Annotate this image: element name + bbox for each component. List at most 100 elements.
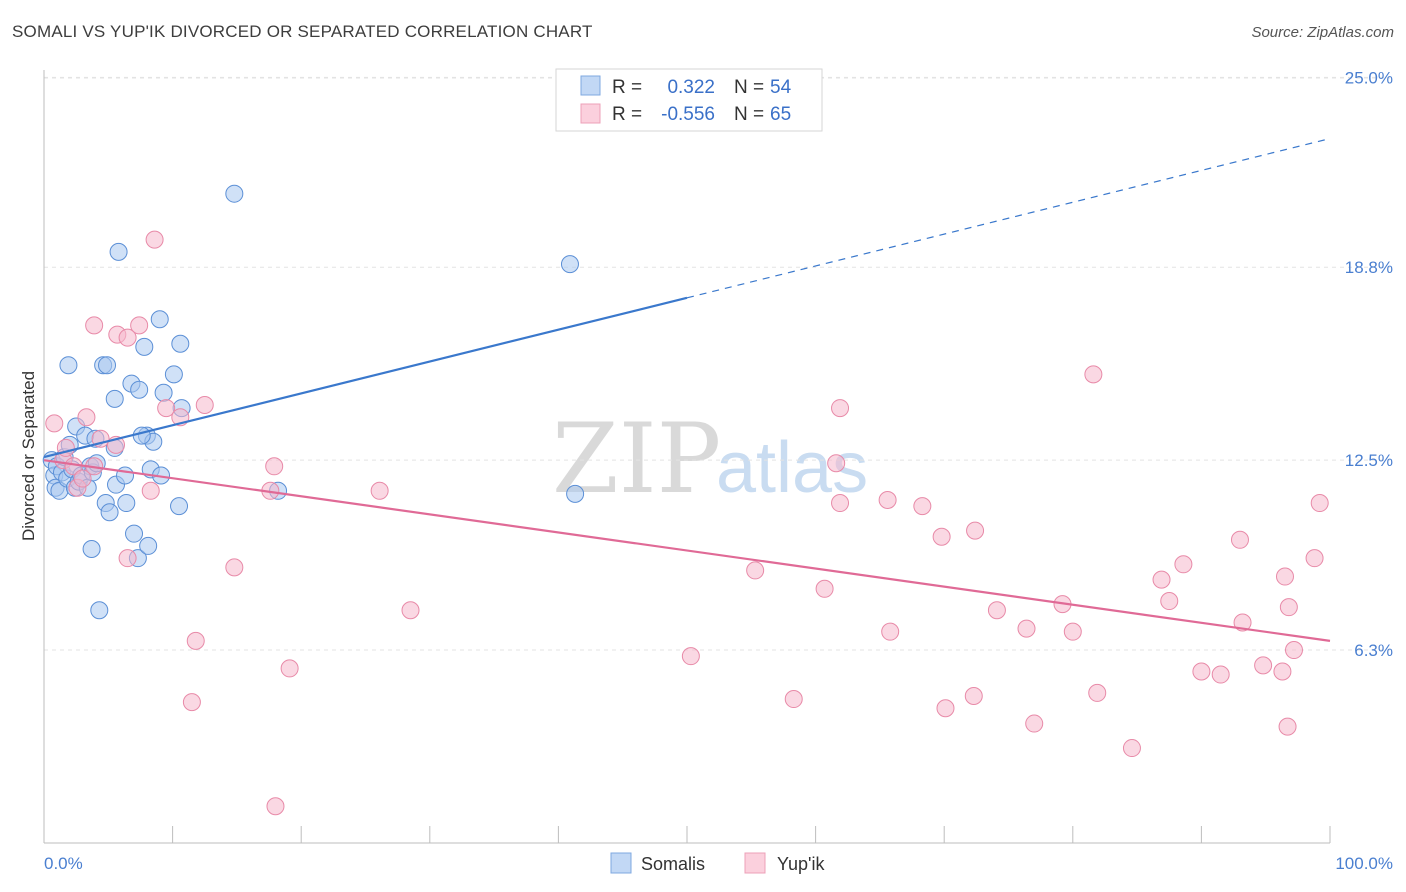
point-yupik-17 [195,396,214,415]
bottom-legend-swatch-yupik [744,852,766,874]
point-somalis-23 [105,389,124,408]
point-somalis-29 [154,383,173,402]
legend: R = 0.322 N = 54 R = -0.556 N = 65 [555,68,823,132]
legend-swatch-somalis [580,75,601,96]
legend-n-value-somalis: 54 [770,77,792,98]
point-yupik-32 [815,579,834,598]
y-tick-label-2: 18.8% [1345,258,1393,277]
point-yupik-51 [1152,570,1171,589]
legend-r-value-yupik: -0.556 [661,104,715,125]
legend-n-value-yupik: 65 [770,104,791,125]
trend-somalis-dashed [686,137,1331,299]
point-yupik-56 [1230,530,1249,549]
point-yupik-52 [1160,592,1179,611]
point-somalis-43 [150,310,169,329]
point-somalis-37 [82,539,101,558]
point-yupik-40 [936,699,955,718]
point-somalis-51 [116,466,135,485]
legend-r-label-yupik: R = [612,104,642,125]
legend-n-label-yupik: N = [734,104,764,125]
point-yupik-53 [1174,555,1193,574]
point-yupik-58 [1254,656,1273,675]
y-tick-label-0: 6.3% [1354,641,1393,660]
point-yupik-24 [265,457,284,476]
point-yupik-22 [141,481,160,500]
trend-lines [43,137,1331,642]
point-yupik-0 [45,414,64,433]
bottom-legend-swatch-somalis [610,852,632,874]
point-yupik-42 [966,521,985,540]
point-somalis-48 [566,484,585,503]
point-yupik-33 [827,454,846,473]
trend-somalis-solid [43,296,688,459]
x-tick-label-min: 0.0% [44,854,83,873]
point-somalis-34 [125,524,144,543]
point-yupik-49 [1088,683,1107,702]
point-somalis-45 [135,337,154,356]
y-tick-label-1: 12.5% [1345,451,1393,470]
point-yupik-19 [186,631,205,650]
point-yupik-50 [1122,739,1141,758]
point-yupik-45 [1025,714,1044,733]
bottom-legend-label-somalis: Somalis [641,854,705,874]
point-yupik-34 [831,494,850,513]
point-somalis-41 [171,334,190,353]
point-somalis-31 [100,503,119,522]
point-yupik-47 [1063,622,1082,641]
chart-title: SOMALI VS YUP'IK DIVORCED OR SEPARATED C… [12,22,593,41]
point-yupik-11 [85,316,104,335]
trend-yupik [43,459,1331,642]
point-yupik-13 [130,316,149,335]
point-yupik-12 [118,328,137,347]
point-yupik-65 [1275,567,1294,586]
point-yupik-31 [784,690,803,709]
point-somalis-22 [98,356,117,375]
series-yupik [45,230,1329,816]
point-somalis-20 [59,356,78,375]
point-yupik-18 [225,558,244,577]
point-somalis-49 [560,255,579,274]
chart-source: Source: ZipAtlas.com [1251,24,1394,41]
point-yupik-37 [881,622,900,641]
legend-r-label-somalis: R = [612,77,642,98]
point-yupik-15 [157,399,176,418]
point-yupik-20 [182,693,201,712]
point-yupik-26 [266,797,285,816]
bottom-legend: Somalis Yup'ik [610,852,825,874]
point-yupik-48 [1084,365,1103,384]
point-yupik-27 [370,481,389,500]
point-yupik-25 [280,659,299,678]
point-somalis-39 [170,497,189,516]
point-yupik-28 [401,601,420,620]
point-somalis-52 [132,426,151,445]
y-tick-label-3: 25.0% [1345,68,1393,87]
x-ticks [43,826,1331,843]
point-yupik-21 [118,549,137,568]
y-tick-labels: 6.3% 12.5% 18.8% 25.0% [1345,68,1393,660]
point-yupik-14 [145,230,164,249]
point-yupik-43 [987,601,1006,620]
point-somalis-33 [117,494,136,513]
point-yupik-55 [1211,665,1230,684]
y-axis-label: Divorced or Separated [19,371,38,541]
point-yupik-61 [1279,598,1298,617]
point-somalis-44 [109,242,128,261]
point-somalis-46 [225,184,244,203]
point-yupik-60 [1278,717,1297,736]
point-somalis-38 [90,601,109,620]
point-yupik-5 [73,469,92,488]
legend-n-label-somalis: N = [734,77,764,98]
point-yupik-36 [878,490,897,509]
bottom-legend-label-yupik: Yup'ik [777,854,825,874]
point-yupik-38 [913,497,932,516]
x-tick-label-max: 100.0% [1335,854,1393,873]
legend-swatch-yupik [580,103,601,124]
point-yupik-30 [746,561,765,580]
point-yupik-39 [932,527,951,546]
point-yupik-54 [1192,662,1211,681]
point-somalis-25 [130,380,149,399]
point-yupik-62 [1284,641,1303,660]
point-somalis-36 [139,536,158,555]
point-yupik-44 [1017,619,1036,638]
